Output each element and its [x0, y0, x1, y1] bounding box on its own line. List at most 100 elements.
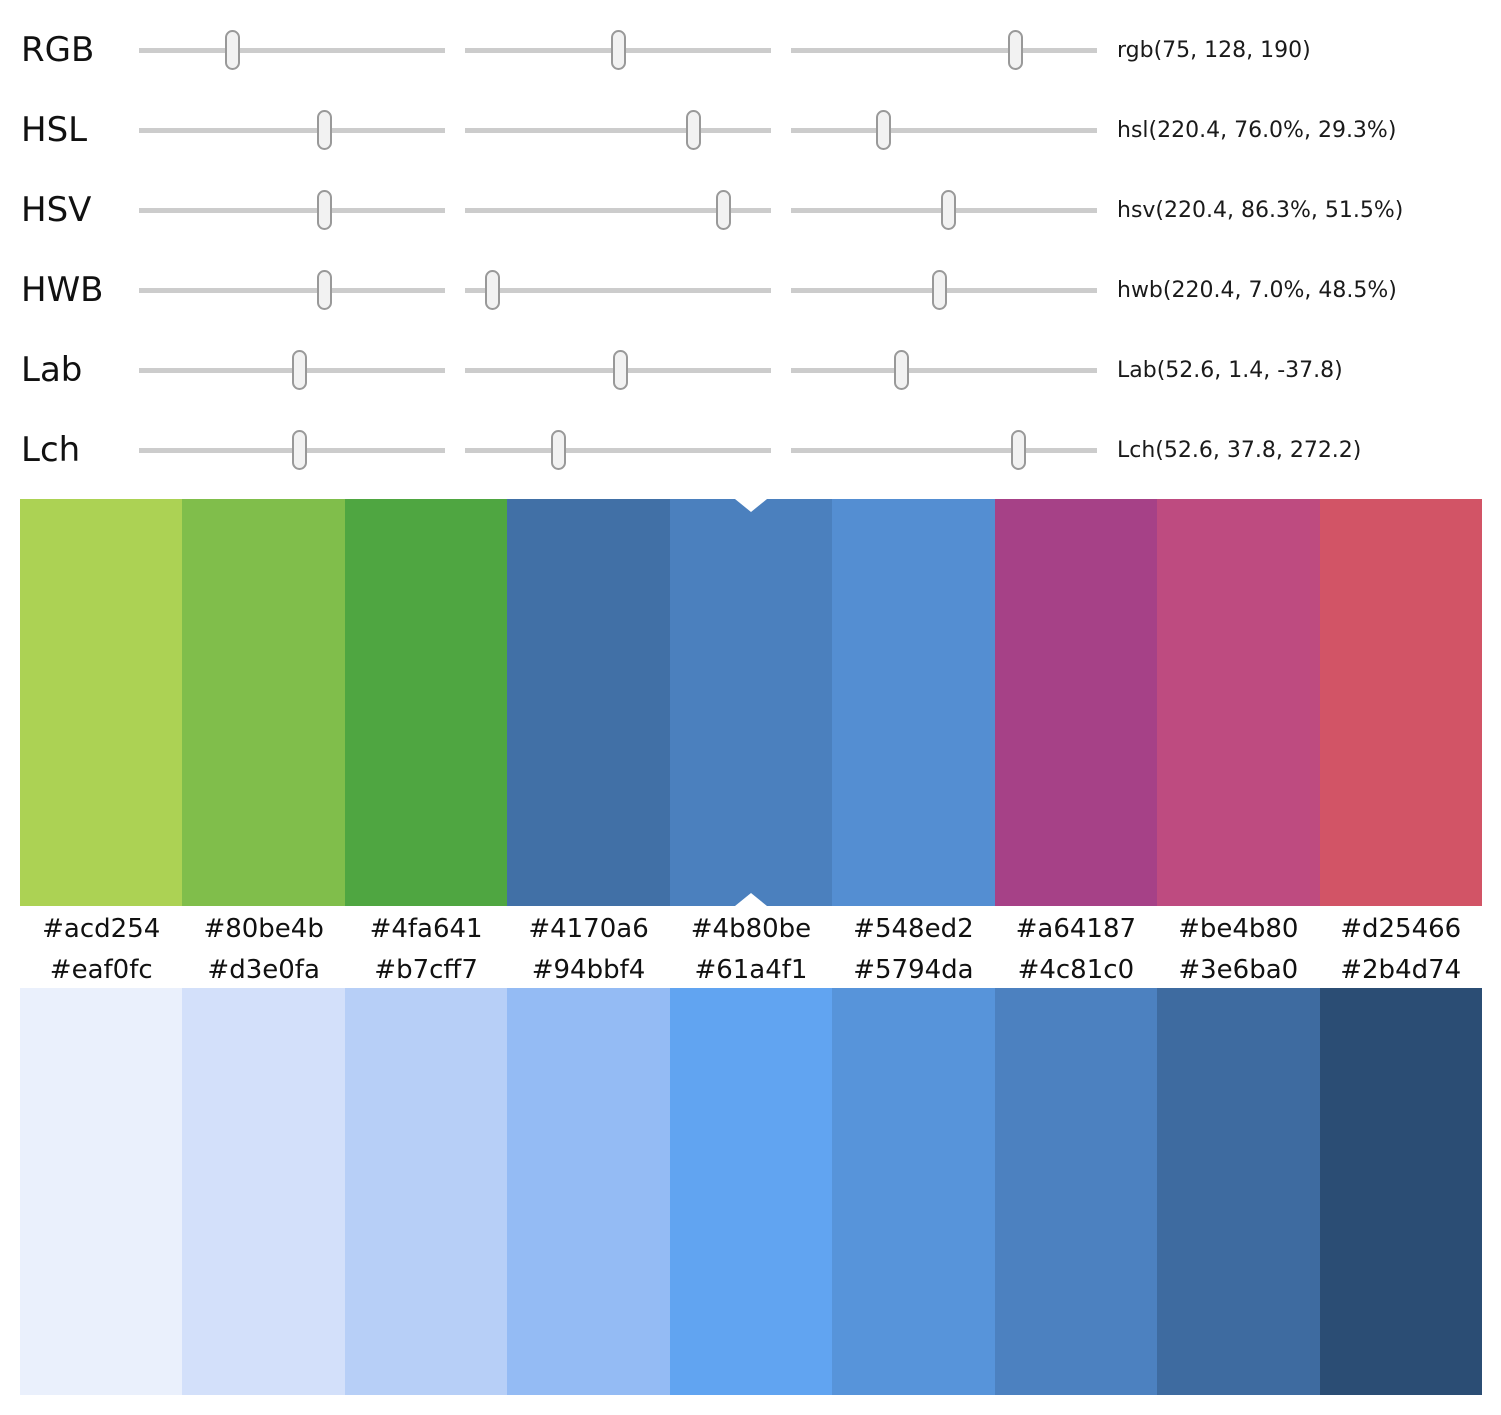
slider-thumb[interactable]	[686, 110, 702, 150]
slider-row-hsv: HSV hsv(220.4, 86.3%, 51.5%)	[0, 170, 1501, 250]
slider-thumb[interactable]	[317, 190, 333, 230]
scale-swatch	[182, 988, 345, 1395]
slider-thumb[interactable]	[876, 110, 892, 150]
slider-track-group	[139, 270, 1097, 310]
hsv-slider-track-s[interactable]	[465, 190, 771, 230]
lch-slider-track-l[interactable]	[139, 430, 445, 470]
scale-swatch	[1157, 988, 1320, 1395]
slider-thumb[interactable]	[317, 270, 333, 310]
slider-track-group	[139, 350, 1097, 390]
scale-swatch	[20, 988, 183, 1395]
selection-notch-bottom-icon	[734, 893, 767, 906]
hex-label: #eaf0fc	[49, 955, 153, 985]
hex-label: #4fa641	[369, 914, 483, 944]
scale-swatch	[1319, 988, 1482, 1395]
scale-swatch	[507, 988, 670, 1395]
colorspace-label-hsl: HSL	[21, 110, 88, 150]
slider-thumb[interactable]	[485, 270, 501, 310]
hex-label: #be4b80	[1178, 914, 1299, 944]
scale-swatch	[344, 988, 508, 1395]
slider-thumb[interactable]	[292, 350, 308, 390]
lch-slider-track-c[interactable]	[465, 430, 771, 470]
colorspace-label-rgb: RGB	[21, 30, 95, 70]
palette-swatch[interactable]	[507, 499, 670, 906]
colorspace-label-lch: Lch	[21, 430, 81, 470]
rgb-slider-track-g[interactable]	[465, 30, 771, 70]
hsl-slider-track-s[interactable]	[465, 110, 771, 150]
hex-label: #4c81c0	[1017, 955, 1135, 985]
hex-label: #80be4b	[203, 914, 324, 944]
hwb-value-text: hwb(220.4, 7.0%, 48.5%)	[1117, 277, 1397, 303]
colorspace-label-hwb: HWB	[21, 270, 104, 310]
slider-track-group	[139, 110, 1097, 150]
palette-swatch[interactable]	[182, 499, 345, 906]
hex-label: #4b80be	[690, 914, 812, 944]
slider-row-hwb: HWB hwb(220.4, 7.0%, 48.5%)	[0, 250, 1501, 330]
slider-track-group	[139, 430, 1097, 470]
scale-strip	[20, 988, 1482, 1395]
hsl-slider-track-h[interactable]	[139, 110, 445, 150]
hsv-slider-track-v[interactable]	[791, 190, 1097, 230]
hsl-slider-track-l[interactable]	[791, 110, 1097, 150]
hex-label: #61a4f1	[694, 955, 808, 985]
rgb-value-text: rgb(75, 128, 190)	[1117, 37, 1311, 63]
lab-slider-track-a[interactable]	[465, 350, 771, 390]
colorspace-sliders: RGB rgb(75, 128, 190) HSL hsl(220.4, 76.…	[0, 0, 1501, 490]
slider-row-lch: Lch Lch(52.6, 37.8, 272.2)	[0, 410, 1501, 490]
slider-thumb[interactable]	[1007, 30, 1023, 70]
hex-label: #5794da	[853, 955, 974, 985]
slider-row-rgb: RGB rgb(75, 128, 190)	[0, 10, 1501, 90]
scale-swatch	[832, 988, 995, 1395]
slider-thumb[interactable]	[612, 350, 628, 390]
colorspace-label-lab: Lab	[21, 350, 83, 390]
slider-thumb[interactable]	[716, 190, 732, 230]
scale-swatch	[994, 988, 1158, 1395]
hwb-slider-track-b[interactable]	[791, 270, 1097, 310]
slider-thumb[interactable]	[550, 430, 566, 470]
hex-label: #2b4d74	[1340, 955, 1462, 985]
palette-swatch-selected[interactable]	[669, 499, 833, 906]
hex-label: #548ed2	[853, 914, 974, 944]
scale-swatch	[669, 988, 833, 1395]
hex-label: #4170a6	[528, 914, 649, 944]
hex-label: #a64187	[1015, 914, 1137, 944]
slider-row-lab: Lab Lab(52.6, 1.4, -37.8)	[0, 330, 1501, 410]
scale-hex-labels: #eaf0fc #d3e0fa #b7cff7 #94bbf4 #61a4f1 …	[20, 952, 1482, 988]
hsl-value-text: hsl(220.4, 76.0%, 29.3%)	[1117, 117, 1397, 143]
hex-label: #3e6ba0	[1178, 955, 1299, 985]
hwb-slider-track-w[interactable]	[465, 270, 771, 310]
palette-swatch[interactable]	[344, 499, 508, 906]
selection-notch-top-icon	[734, 499, 767, 512]
palette-swatch[interactable]	[832, 499, 995, 906]
colorspace-label-hsv: HSV	[21, 190, 92, 230]
hex-label: #d25466	[1340, 914, 1462, 944]
palette-swatch[interactable]	[1157, 499, 1320, 906]
slider-thumb[interactable]	[940, 190, 956, 230]
hex-label: #b7cff7	[374, 955, 478, 985]
hwb-slider-track-h[interactable]	[139, 270, 445, 310]
hsv-value-text: hsv(220.4, 86.3%, 51.5%)	[1117, 197, 1404, 223]
lch-slider-track-h[interactable]	[791, 430, 1097, 470]
palette-swatch[interactable]	[994, 499, 1158, 906]
lab-slider-track-l[interactable]	[139, 350, 445, 390]
slider-thumb[interactable]	[317, 110, 333, 150]
slider-track-group	[139, 190, 1097, 230]
palette-hex-labels: #acd254 #80be4b #4fa641 #4170a6 #4b80be …	[20, 906, 1482, 952]
palette-swatch[interactable]	[20, 499, 183, 906]
slider-thumb[interactable]	[932, 270, 948, 310]
lch-value-text: Lch(52.6, 37.8, 272.2)	[1117, 437, 1362, 463]
rgb-slider-track-r[interactable]	[139, 30, 445, 70]
slider-track-group	[139, 30, 1097, 70]
hsv-slider-track-h[interactable]	[139, 190, 445, 230]
lab-slider-track-b[interactable]	[791, 350, 1097, 390]
hex-label: #d3e0fa	[207, 955, 320, 985]
slider-thumb[interactable]	[292, 430, 308, 470]
rgb-slider-track-b[interactable]	[791, 30, 1097, 70]
hex-label: #acd254	[42, 914, 161, 944]
slider-thumb[interactable]	[611, 30, 627, 70]
slider-thumb[interactable]	[894, 350, 909, 390]
slider-thumb[interactable]	[224, 30, 240, 70]
palette-swatch[interactable]	[1319, 499, 1482, 906]
slider-thumb[interactable]	[1010, 430, 1026, 470]
slider-row-hsl: HSL hsl(220.4, 76.0%, 29.3%)	[0, 90, 1501, 170]
